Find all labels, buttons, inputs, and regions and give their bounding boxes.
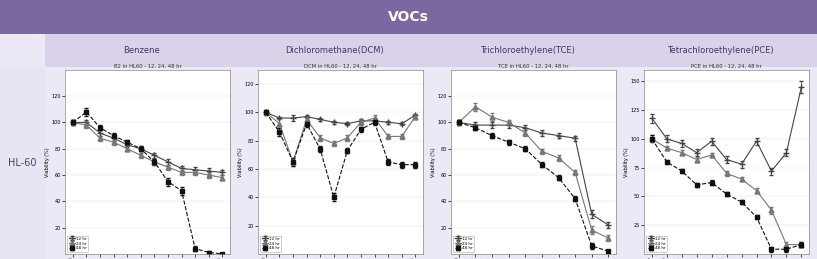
Title: TCE in HL60 - 12, 24, 48 hr: TCE in HL60 - 12, 24, 48 hr: [498, 64, 569, 69]
Legend: 12 hr, 24 hr, 48 hr: 12 hr, 24 hr, 48 hr: [453, 236, 474, 252]
Legend: 12 hr, 24 hr, 48 hr: 12 hr, 24 hr, 48 hr: [646, 236, 667, 252]
Y-axis label: Viability (%): Viability (%): [239, 147, 243, 177]
Text: Tetrachloroethylene(PCE): Tetrachloroethylene(PCE): [667, 46, 774, 55]
Text: HL-60: HL-60: [8, 158, 37, 168]
Text: Dichloromethane(DCM): Dichloromethane(DCM): [285, 46, 384, 55]
Y-axis label: Viability (%): Viability (%): [624, 147, 629, 177]
Y-axis label: Viability (%): Viability (%): [46, 147, 51, 177]
Y-axis label: Viability (%): Viability (%): [431, 147, 436, 177]
Legend: 12 hr, 24 hr, 48 hr: 12 hr, 24 hr, 48 hr: [68, 236, 88, 252]
Title: B2 in HL60 - 12, 24, 48 hr: B2 in HL60 - 12, 24, 48 hr: [114, 64, 181, 69]
Text: Trichloroethylene(TCE): Trichloroethylene(TCE): [480, 46, 575, 55]
Legend: 12 hr, 24 hr, 48 hr: 12 hr, 24 hr, 48 hr: [261, 236, 281, 252]
Title: PCE in HL60 - 12, 24, 48 hr: PCE in HL60 - 12, 24, 48 hr: [691, 64, 762, 69]
Title: DCM in HL60 - 12, 24, 48 hr: DCM in HL60 - 12, 24, 48 hr: [304, 64, 377, 69]
Text: VOCs: VOCs: [388, 10, 429, 24]
Text: Benzene: Benzene: [123, 46, 160, 55]
